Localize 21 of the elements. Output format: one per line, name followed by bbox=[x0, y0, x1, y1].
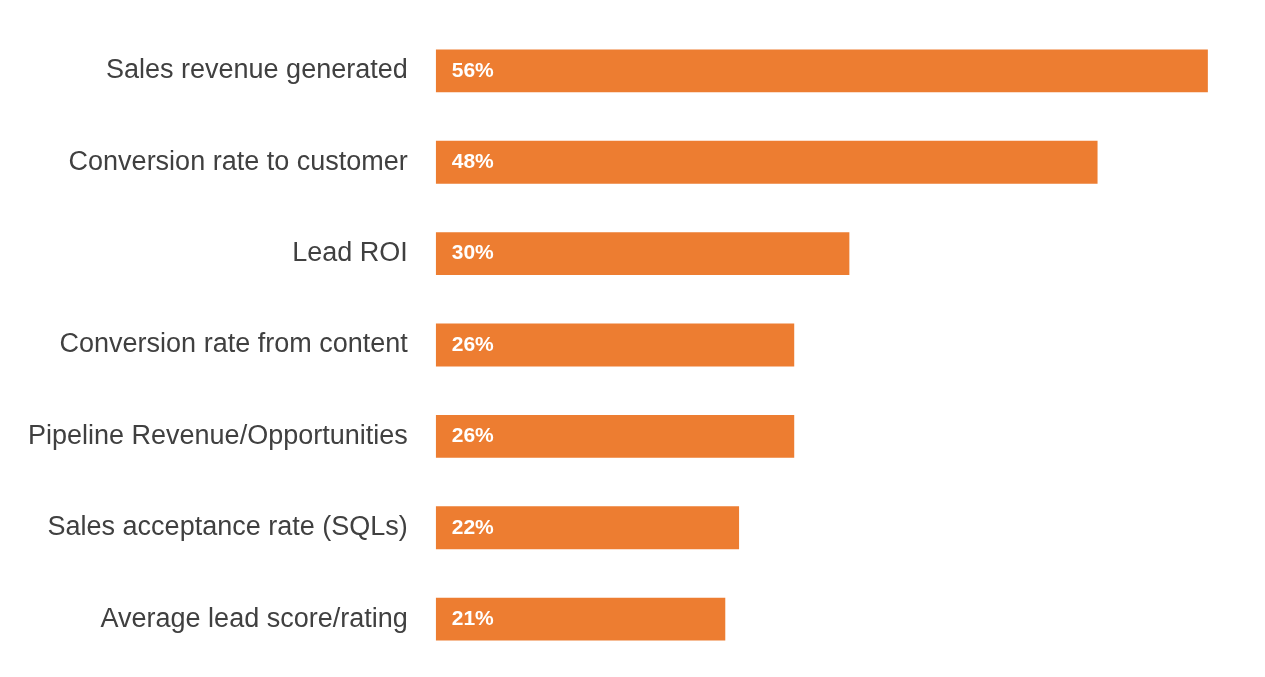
y-tick-label: Conversion rate to customer bbox=[68, 145, 408, 176]
bar bbox=[435, 140, 1098, 184]
data-label: 26% bbox=[451, 331, 495, 355]
y-tick-label: Sales revenue generated bbox=[106, 54, 408, 85]
bar bbox=[435, 414, 795, 458]
y-tick-label: Average lead score/rating bbox=[100, 602, 408, 633]
bar bbox=[435, 49, 1208, 93]
y-tick-label: Pipeline Revenue/Opportunities bbox=[27, 419, 408, 450]
bar bbox=[435, 597, 726, 641]
data-label: 30% bbox=[451, 240, 495, 264]
bar bbox=[435, 506, 740, 550]
y-tick-label: Lead ROI bbox=[292, 237, 408, 268]
y-tick-label: Conversion rate from content bbox=[59, 328, 409, 359]
data-label: 22% bbox=[451, 514, 495, 538]
data-label: 21% bbox=[451, 605, 495, 629]
bar bbox=[435, 323, 795, 367]
bar bbox=[435, 232, 850, 276]
data-label: 26% bbox=[451, 423, 495, 447]
data-label: 48% bbox=[451, 149, 495, 173]
data-label: 56% bbox=[451, 57, 495, 81]
y-tick-label: Sales acceptance rate (SQLs) bbox=[47, 511, 408, 542]
